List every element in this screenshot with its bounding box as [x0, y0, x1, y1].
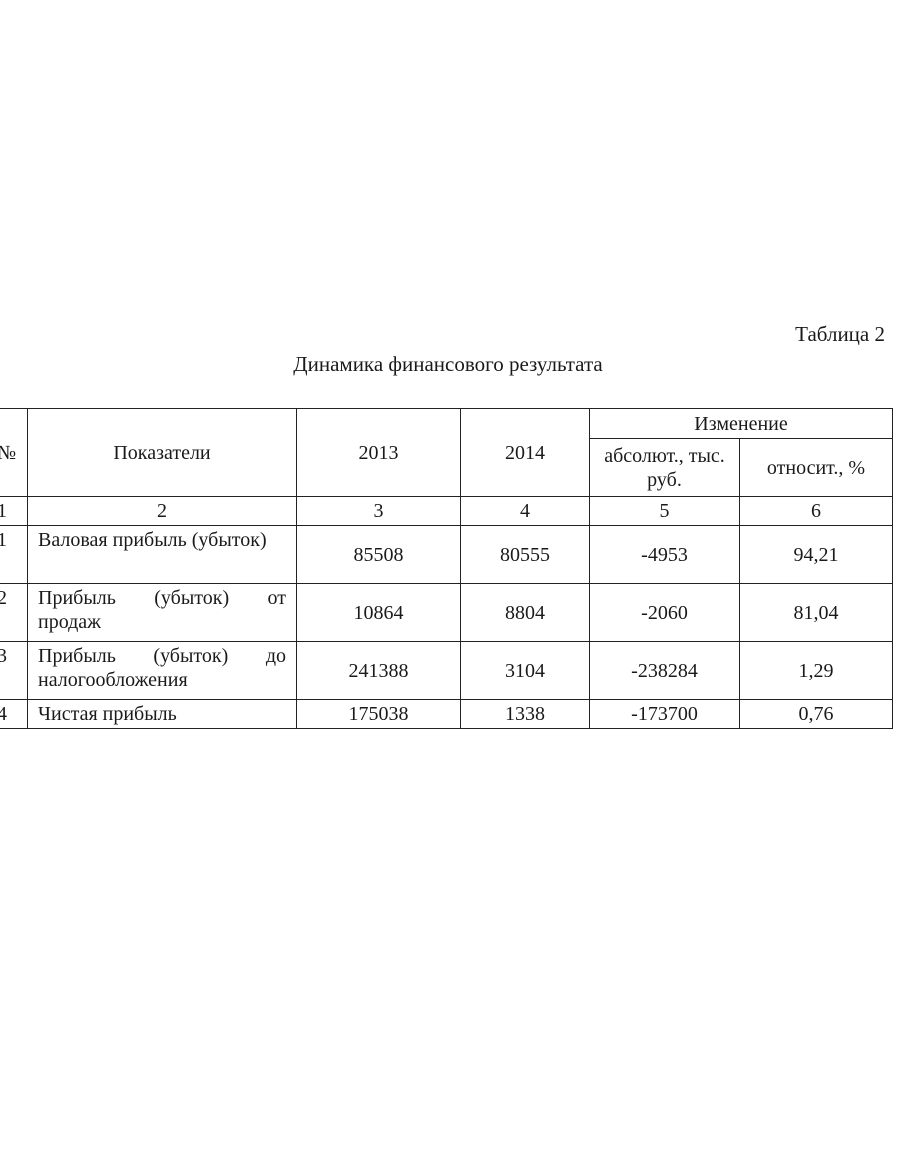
col-number: 3 [296, 496, 461, 526]
row-no: 1 [0, 525, 28, 584]
table-caption: Таблица 2 [795, 322, 885, 346]
row-rel: 0,76 [739, 699, 893, 729]
row-name: Чистая прибыль [27, 699, 297, 729]
row-rel: 81,04 [739, 583, 893, 642]
row-abs: -4953 [589, 525, 740, 584]
header-rel: относит., % [739, 438, 893, 497]
table-row: 3 Прибыль (убыток) до налогообложения 24… [0, 641, 893, 700]
header-no: № [0, 408, 28, 497]
col-number: 1 [0, 496, 28, 526]
table-row: 1 Валовая прибыль (убыток) 85508 80555 -… [0, 525, 893, 584]
row-2014: 80555 [460, 525, 590, 584]
row-name: Валовая прибыль (убыток) [27, 525, 297, 584]
col-number: 2 [27, 496, 297, 526]
row-2013: 10864 [296, 583, 461, 642]
row-abs: -2060 [589, 583, 740, 642]
row-2014: 3104 [460, 641, 590, 700]
header-change: Изменение [589, 408, 893, 439]
col-number: 6 [739, 496, 893, 526]
row-name: Прибыль (убыток) до налогообложения [27, 641, 297, 700]
table-title: Динамика финансового результата [293, 352, 603, 376]
col-number: 4 [460, 496, 590, 526]
col-number: 5 [589, 496, 740, 526]
header-abs: абсолют., тыс. руб. [589, 438, 740, 497]
row-no: 2 [0, 583, 28, 642]
row-2013: 85508 [296, 525, 461, 584]
row-abs: -238284 [589, 641, 740, 700]
table-row: 2 Прибыль (убыток) от продаж 10864 8804 … [0, 583, 893, 642]
financial-results-table: № Показатели 2013 2014 Изменение абсолют… [0, 408, 893, 729]
row-rel: 94,21 [739, 525, 893, 584]
row-name: Прибыль (убыток) от продаж [27, 583, 297, 642]
row-no: 3 [0, 641, 28, 700]
row-2014: 1338 [460, 699, 590, 729]
header-indicator: Показатели [27, 408, 297, 497]
column-number-row: 1 2 3 4 5 6 [0, 496, 893, 526]
header-2014: 2014 [460, 408, 590, 497]
row-2013: 175038 [296, 699, 461, 729]
table-row: 4 Чистая прибыль 175038 1338 -173700 0,7… [0, 699, 893, 729]
row-no: 4 [0, 699, 28, 729]
row-abs: -173700 [589, 699, 740, 729]
header-2013: 2013 [296, 408, 461, 497]
row-rel: 1,29 [739, 641, 893, 700]
row-2014: 8804 [460, 583, 590, 642]
row-2013: 241388 [296, 641, 461, 700]
